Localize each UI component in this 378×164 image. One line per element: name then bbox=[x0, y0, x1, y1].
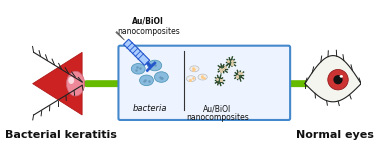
Ellipse shape bbox=[228, 59, 234, 65]
FancyBboxPatch shape bbox=[118, 46, 290, 120]
Ellipse shape bbox=[216, 77, 222, 83]
Ellipse shape bbox=[155, 72, 168, 82]
Ellipse shape bbox=[68, 77, 74, 84]
Text: nanocomposites: nanocomposites bbox=[117, 27, 180, 36]
Ellipse shape bbox=[236, 72, 242, 78]
Text: Au/BiOI: Au/BiOI bbox=[203, 104, 232, 113]
Text: Au/BiOI: Au/BiOI bbox=[132, 17, 164, 26]
Ellipse shape bbox=[139, 75, 153, 86]
Text: Normal eyes: Normal eyes bbox=[296, 130, 373, 140]
Polygon shape bbox=[146, 62, 152, 67]
Ellipse shape bbox=[198, 74, 207, 80]
Ellipse shape bbox=[333, 75, 342, 84]
Ellipse shape bbox=[220, 66, 225, 72]
Ellipse shape bbox=[131, 63, 145, 74]
Polygon shape bbox=[116, 31, 124, 40]
Ellipse shape bbox=[190, 66, 199, 72]
Ellipse shape bbox=[67, 71, 85, 96]
Polygon shape bbox=[305, 56, 361, 102]
Ellipse shape bbox=[148, 60, 162, 71]
Polygon shape bbox=[33, 52, 82, 115]
Text: nanocomposites: nanocomposites bbox=[186, 113, 249, 122]
Ellipse shape bbox=[340, 75, 343, 78]
Text: Bacterial keratitis: Bacterial keratitis bbox=[5, 130, 116, 140]
Ellipse shape bbox=[186, 76, 196, 82]
Polygon shape bbox=[124, 39, 150, 65]
Ellipse shape bbox=[328, 70, 348, 90]
FancyArrowPatch shape bbox=[87, 80, 324, 88]
Polygon shape bbox=[146, 62, 156, 72]
Text: bacteria: bacteria bbox=[133, 104, 167, 113]
